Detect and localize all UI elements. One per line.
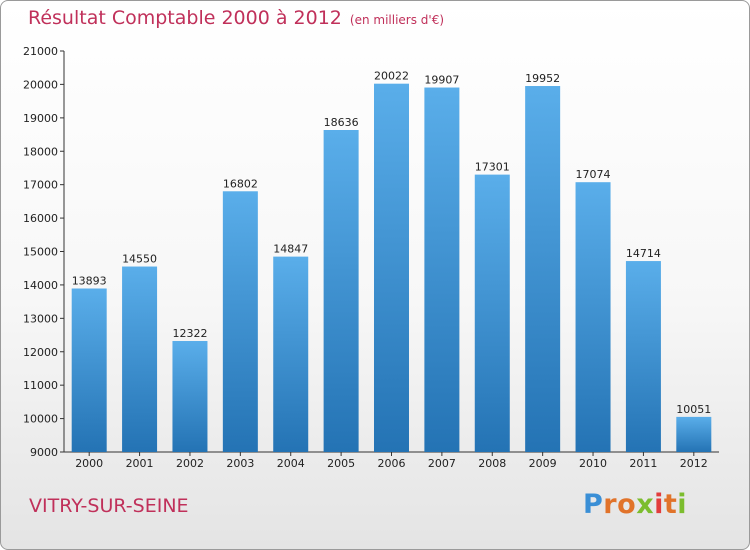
data-label-2005: 18636 [324, 116, 359, 129]
data-label-2009: 19952 [525, 72, 560, 85]
bar-2009 [525, 86, 561, 453]
x-tick-label: 2001 [126, 457, 154, 470]
x-tick-label: 2009 [529, 457, 557, 470]
x-tick-label: 2000 [75, 457, 103, 470]
y-tick-label: 11000 [23, 379, 58, 392]
bar-2000 [71, 288, 107, 452]
y-tick-label: 12000 [23, 346, 58, 359]
y-tick-label: 13000 [23, 312, 58, 325]
x-tick-label: 2006 [378, 457, 406, 470]
chart-subtitle: (en milliers d'€) [349, 13, 445, 27]
brand-letter: i [654, 489, 664, 520]
x-tick-label: 2012 [680, 457, 708, 470]
data-labels: 13893 14550 12322 16802 14847 18636 20022 19907… [72, 70, 712, 416]
data-label-2011: 14714 [626, 247, 661, 260]
x-tick-label: 2004 [277, 457, 305, 470]
x-tick-label: 2008 [478, 457, 506, 470]
data-label-2010: 17074 [576, 168, 611, 181]
data-label-2004: 14847 [273, 243, 308, 256]
y-tick-label: 19000 [23, 112, 58, 125]
bar-2007 [424, 87, 460, 452]
x-tick-label: 2011 [629, 457, 657, 470]
bar-2002 [172, 340, 208, 452]
x-tick-label: 2003 [226, 457, 254, 470]
x-tick-label: 2002 [176, 457, 204, 470]
brand-letter: o [617, 489, 637, 520]
bar-2001 [122, 266, 158, 452]
bar-2010 [575, 182, 611, 452]
y-tick-label: 18000 [23, 145, 58, 158]
bar-2012 [676, 416, 712, 452]
y-tick-label: 21000 [23, 45, 58, 58]
y-tick-label: 10000 [23, 413, 58, 426]
data-label-2002: 12322 [172, 327, 207, 340]
brand-letter: t [663, 489, 678, 520]
bar-2006 [374, 83, 409, 452]
x-tick-label: 2005 [327, 457, 355, 470]
bar-2003 [222, 191, 258, 452]
y-tick-label: 20000 [23, 78, 58, 91]
bar-2008 [474, 174, 510, 452]
bar-2011 [625, 261, 661, 452]
bars [71, 83, 712, 453]
y-tick-label: 17000 [23, 179, 58, 192]
data-label-2003: 16802 [223, 177, 258, 190]
y-tick-label: 16000 [23, 212, 58, 225]
data-label-2012: 10051 [676, 403, 711, 416]
bar-2005 [323, 129, 359, 452]
x-tick-label: 2010 [579, 457, 607, 470]
y-tick-label: 9000 [30, 446, 58, 459]
x-tick-label: 2007 [428, 457, 456, 470]
bar-2004 [273, 256, 309, 452]
y-tick-label: 14000 [23, 279, 58, 292]
brand-letter: r [603, 489, 618, 520]
y-tick-label: 15000 [23, 246, 58, 259]
chart-title: Résultat Comptable 2000 à 2012 (en millie… [28, 7, 444, 29]
data-label-2001: 14550 [122, 253, 157, 266]
brand-letter: x [636, 489, 655, 520]
data-label-2008: 17301 [475, 161, 510, 174]
title-text: Résultat Comptable 2000 à 2012 [28, 7, 342, 29]
brand-letter: i [677, 489, 688, 520]
brand-logo: Proxiti [583, 489, 687, 520]
brand-letter: P [583, 489, 604, 520]
city-name: VITRY-SUR-SEINE [29, 495, 189, 517]
data-label-2006: 20022 [374, 70, 409, 83]
data-label-2007: 19907 [424, 74, 459, 87]
data-label-2000: 13893 [72, 274, 107, 287]
